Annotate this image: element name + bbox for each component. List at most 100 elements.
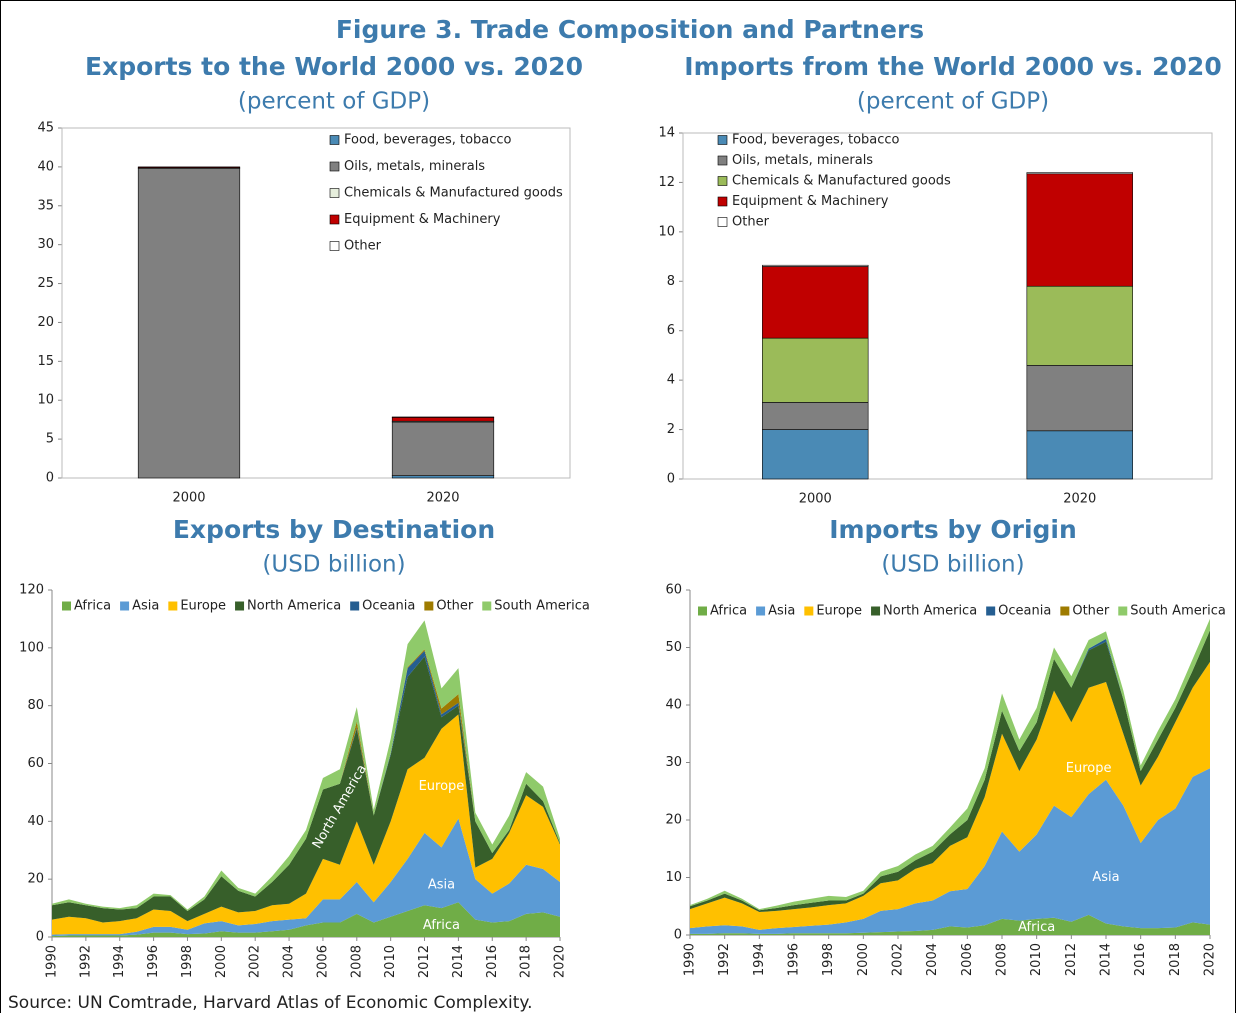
chart-subtitle: (percent of GDP) [857, 89, 1049, 115]
area-series [52, 818, 560, 937]
y-tick-label: 20 [27, 872, 44, 887]
legend-label: Africa [74, 599, 111, 614]
y-tick-label: 8 [667, 274, 675, 289]
x-tick-label: 1996 [146, 945, 161, 978]
x-tick-label: 2020 [1203, 943, 1218, 976]
annotation: Africa [423, 918, 460, 933]
chart-title: Imports from the World 2000 vs. 2020 [684, 52, 1221, 81]
bar-segment [762, 429, 869, 480]
y-tick-label: 10 [37, 393, 54, 408]
chart-subtitle: (USD billion) [262, 552, 405, 578]
chart-subtitle: (percent of GDP) [238, 89, 430, 115]
legend-label: Other [436, 599, 474, 614]
bar-segment [1026, 365, 1133, 432]
legend-label: Chemicals & Manufactured goods [344, 186, 563, 201]
legend-swatch [1118, 606, 1128, 616]
bar-segment [137, 168, 241, 479]
legend-swatch [329, 135, 340, 145]
annotation: Africa [1018, 920, 1055, 935]
y-tick-label: 60 [27, 756, 44, 771]
legend-label: South America [494, 599, 590, 614]
bar-segment [762, 266, 869, 339]
legend-swatch [717, 135, 728, 145]
y-tick-label: 4 [667, 373, 675, 388]
legend-swatch [871, 606, 881, 616]
y-tick-label: 2 [667, 422, 675, 437]
legend-label: Food, beverages, tobacco [344, 133, 512, 148]
x-tick-label: 1996 [787, 943, 802, 976]
x-tick-label: 2008 [349, 945, 364, 978]
x-tick-label: 2008 [995, 943, 1010, 976]
area-series [52, 656, 560, 923]
y-tick-label: 40 [27, 814, 44, 829]
bar-segment [391, 417, 495, 422]
x-tick-label: 2000 [172, 491, 205, 506]
legend-swatch [329, 161, 340, 172]
y-tick-label: 100 [19, 640, 44, 655]
x-tick-label: 2006 [315, 945, 330, 978]
bar-segment [762, 402, 869, 430]
y-tick-label: 20 [37, 315, 54, 330]
x-tick-label: 2000 [214, 945, 229, 978]
legend-label: Asia [768, 604, 795, 619]
legend-label: Other [1072, 604, 1110, 619]
legend-label: Oils, metals, minerals [344, 159, 485, 174]
y-tick-label: 40 [37, 159, 54, 174]
x-tick-label: 1990 [683, 943, 698, 976]
x-tick-label: 2014 [451, 945, 466, 978]
legend-label: Other [344, 239, 382, 254]
legend-swatch [329, 188, 340, 198]
legend-label: Other [732, 215, 770, 230]
legend-swatch [717, 217, 728, 227]
plot-frame [61, 127, 571, 479]
legend-swatch [329, 214, 340, 225]
legend-label: Africa [710, 604, 747, 619]
area-series [690, 768, 1210, 934]
bar-segment [1026, 172, 1133, 175]
y-tick-label: 45 [37, 121, 54, 136]
bar-segment [1026, 285, 1133, 366]
y-tick-label: 30 [665, 755, 682, 770]
x-tick-label: 2004 [282, 945, 297, 978]
x-tick-label: 2018 [519, 945, 534, 978]
bar-segment [137, 166, 241, 168]
legend-swatch [717, 176, 728, 186]
x-tick-label: 2020 [426, 491, 459, 506]
x-tick-label: 2002 [248, 945, 263, 978]
annotation: Europe [1066, 761, 1112, 776]
legend-swatch [804, 606, 814, 616]
area-series [52, 902, 560, 937]
x-tick-label: 2006 [960, 943, 975, 976]
legend-label: Chemicals & Manufactured goods [732, 174, 951, 189]
legend-label: Asia [132, 599, 159, 614]
x-tick-label: 2016 [1133, 943, 1148, 976]
chart-title: Exports by Destination [173, 515, 495, 544]
y-tick-label: 50 [665, 640, 682, 655]
legend-swatch [717, 196, 728, 207]
legend-label: Oceania [362, 599, 415, 614]
x-tick-label: 1998 [180, 945, 195, 978]
legend-swatch [1060, 606, 1070, 616]
legend-swatch [62, 601, 71, 611]
legend-label: Food, beverages, tobacco [732, 133, 900, 148]
area-series [690, 914, 1210, 935]
bar-segment [1026, 173, 1133, 287]
legend-label: Oils, metals, minerals [732, 153, 873, 168]
source: Source: UN Comtrade, Harvard Atlas of Ec… [8, 993, 532, 1013]
x-tick-label: 1992 [717, 943, 732, 976]
x-tick-label: 2012 [1064, 943, 1079, 976]
y-tick-label: 12 [658, 175, 675, 190]
x-tick-label: 1998 [821, 943, 836, 976]
bar-segment [391, 421, 495, 476]
y-tick-label: 15 [37, 354, 54, 369]
x-tick-label: 2014 [1099, 943, 1114, 976]
chart-title: Exports to the World 2000 vs. 2020 [85, 52, 583, 81]
legend-swatch [350, 601, 360, 611]
x-tick-label: 2002 [891, 943, 906, 976]
x-tick-label: 2018 [1168, 943, 1183, 976]
legend-label: North America [247, 599, 341, 614]
chart-title: Imports by Origin [829, 515, 1077, 544]
legend-swatch [482, 601, 492, 611]
legend-label: Oceania [998, 604, 1051, 619]
x-tick-label: 1994 [752, 943, 767, 976]
